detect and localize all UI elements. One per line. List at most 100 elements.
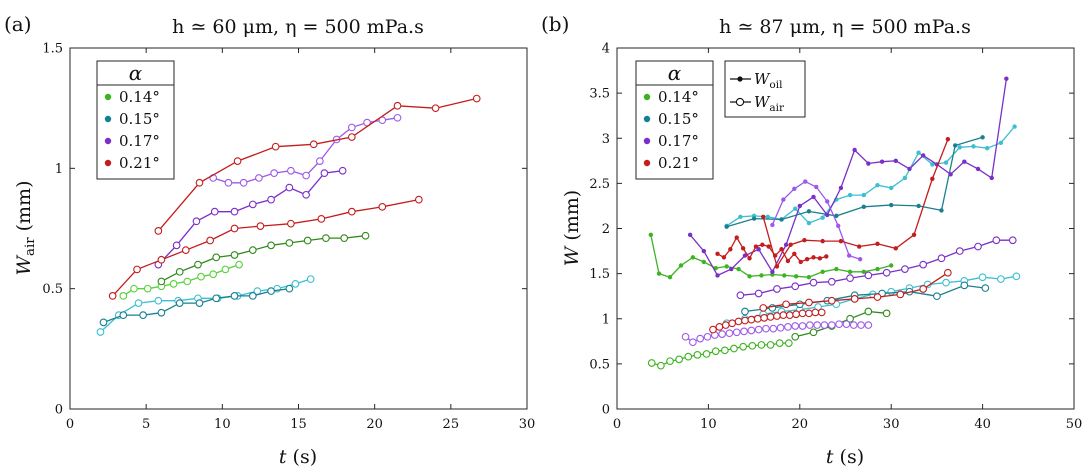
panel-a-data-point bbox=[248, 246, 257, 255]
panel-b-data-point bbox=[820, 215, 825, 220]
panel-a-series-air-3 bbox=[99, 284, 294, 327]
panel-a-data-point bbox=[248, 292, 257, 300]
panel-b-data-point bbox=[864, 321, 873, 329]
panel-a-data-point bbox=[233, 157, 242, 165]
panel-b-data-point bbox=[773, 312, 781, 320]
panel-b-data-point bbox=[687, 232, 693, 238]
panel-b-series-air-13 bbox=[709, 308, 826, 334]
panel-a-data-point bbox=[195, 178, 204, 187]
panel-b-data-point bbox=[728, 247, 733, 252]
panel-b-data-point bbox=[753, 314, 762, 323]
panel-b-data-point bbox=[701, 248, 707, 254]
panel-a-series-line bbox=[161, 235, 366, 282]
panel-b-title: h ≃ 87 μm, η = 500 mPa.s bbox=[719, 16, 971, 38]
panel-b-ytick-label: 2.5 bbox=[589, 177, 610, 192]
panel-b-legend-title: α bbox=[668, 61, 682, 85]
panel-b-data-point bbox=[747, 326, 756, 335]
panel-b-data-point bbox=[1012, 272, 1021, 281]
panel-a-data-point bbox=[302, 171, 310, 180]
panel-b-data-point bbox=[751, 216, 757, 221]
panel-a-data-point bbox=[212, 253, 221, 262]
panel-a-data-point bbox=[157, 277, 166, 286]
panel-b-data-point bbox=[762, 324, 770, 333]
panel-a-data-point bbox=[235, 260, 243, 269]
panel-b-data-point bbox=[857, 321, 865, 329]
panel-b-data-point bbox=[814, 184, 819, 190]
panel-a-series-air-4 bbox=[209, 113, 402, 187]
panel-a-data-point bbox=[183, 277, 192, 286]
panel-b-data-point bbox=[889, 185, 894, 191]
panel-b-data-point bbox=[811, 194, 816, 200]
panel-b-data-point bbox=[962, 159, 967, 164]
panel-a-ytick-label: 1.5 bbox=[42, 42, 63, 57]
panel-b-data-point bbox=[838, 185, 844, 191]
panel-b-data-point bbox=[919, 260, 928, 269]
panel-a-data-point bbox=[338, 166, 347, 175]
panel-b-data-point bbox=[667, 275, 673, 280]
panel-b-data-point bbox=[791, 282, 800, 291]
panel-a-data-point bbox=[256, 222, 265, 230]
panel-b-legend-label: 0.14° bbox=[658, 88, 699, 106]
panel-b-data-point bbox=[798, 322, 807, 330]
panel-a-series-air-7 bbox=[108, 195, 423, 300]
panel-b-series-line bbox=[651, 342, 789, 367]
panel-a-xtick-label: 15 bbox=[290, 417, 307, 432]
panel-b-data-point bbox=[734, 317, 743, 326]
panel-a-series-line bbox=[103, 288, 290, 324]
panel-a-data-point bbox=[194, 260, 202, 269]
panel-a-data-point bbox=[248, 200, 257, 209]
panel-b-series-line bbox=[762, 138, 949, 268]
panel-b-data-point bbox=[971, 144, 976, 149]
panel-a-data-point bbox=[230, 292, 239, 300]
panel-a-legend-marker bbox=[104, 93, 112, 101]
panel-b-data-point bbox=[779, 311, 788, 319]
panel-b-data-point bbox=[802, 238, 807, 243]
panel-b-data-point bbox=[882, 268, 891, 277]
panel-a-legend-label: 0.14° bbox=[119, 88, 160, 106]
panel-a-legend-marker bbox=[104, 137, 112, 145]
panel-b-ytick-label: 2 bbox=[602, 222, 610, 237]
panel-a-data-point bbox=[378, 202, 387, 211]
panel-b-data-point bbox=[774, 264, 780, 269]
panel-a-data-point bbox=[157, 255, 166, 264]
panel-b-data-point bbox=[846, 314, 854, 323]
panel-a-data-point bbox=[230, 224, 239, 233]
panel-b-data-point bbox=[739, 342, 747, 351]
panel-b-data-point bbox=[783, 242, 789, 247]
panel-b-data-point bbox=[974, 242, 982, 251]
panel-a-data-point bbox=[230, 207, 239, 216]
panel-b-data-point bbox=[882, 309, 891, 318]
panel-b-xlabel: t (s) bbox=[826, 446, 864, 468]
panel-a-data-point bbox=[172, 241, 181, 250]
panel-b-data-point bbox=[861, 192, 866, 198]
panel-b-data-point bbox=[779, 247, 784, 252]
panel-b-data-point bbox=[806, 275, 812, 280]
panel-b-xtick-label: 50 bbox=[1066, 417, 1083, 432]
panel-b-data-point bbox=[729, 266, 734, 272]
panel-a-data-point bbox=[431, 104, 440, 113]
panel-b-data-point bbox=[769, 324, 778, 333]
panel-b-data-point bbox=[742, 253, 748, 258]
panel-b-data-point bbox=[820, 269, 825, 275]
panel-a-data-point bbox=[287, 166, 295, 175]
panel-b-data-point bbox=[784, 323, 792, 331]
panel-b-data-point bbox=[753, 244, 759, 249]
panel-a-data-point bbox=[267, 287, 275, 295]
panel-b-series-oil-7 bbox=[687, 76, 1009, 278]
panel-b-xtick-label: 0 bbox=[613, 417, 621, 432]
panel-b-data-point bbox=[797, 203, 802, 209]
panel-b-data-point bbox=[842, 320, 851, 329]
panel-a-data-point bbox=[414, 195, 423, 204]
panel-a-data-point bbox=[143, 284, 152, 293]
panel-b-data-point bbox=[806, 220, 812, 226]
panel-b-data-point bbox=[798, 309, 807, 318]
panel-b-data-point bbox=[893, 246, 898, 251]
panel-b-data-point bbox=[1012, 124, 1017, 129]
panel-b-data-point bbox=[806, 209, 812, 214]
panel-b-data-point bbox=[997, 275, 1005, 283]
panel-b-data-point bbox=[834, 213, 839, 219]
panel-b-data-point bbox=[827, 296, 836, 305]
panel-b-data-point bbox=[846, 253, 852, 258]
panel-b-data-point bbox=[916, 150, 921, 155]
